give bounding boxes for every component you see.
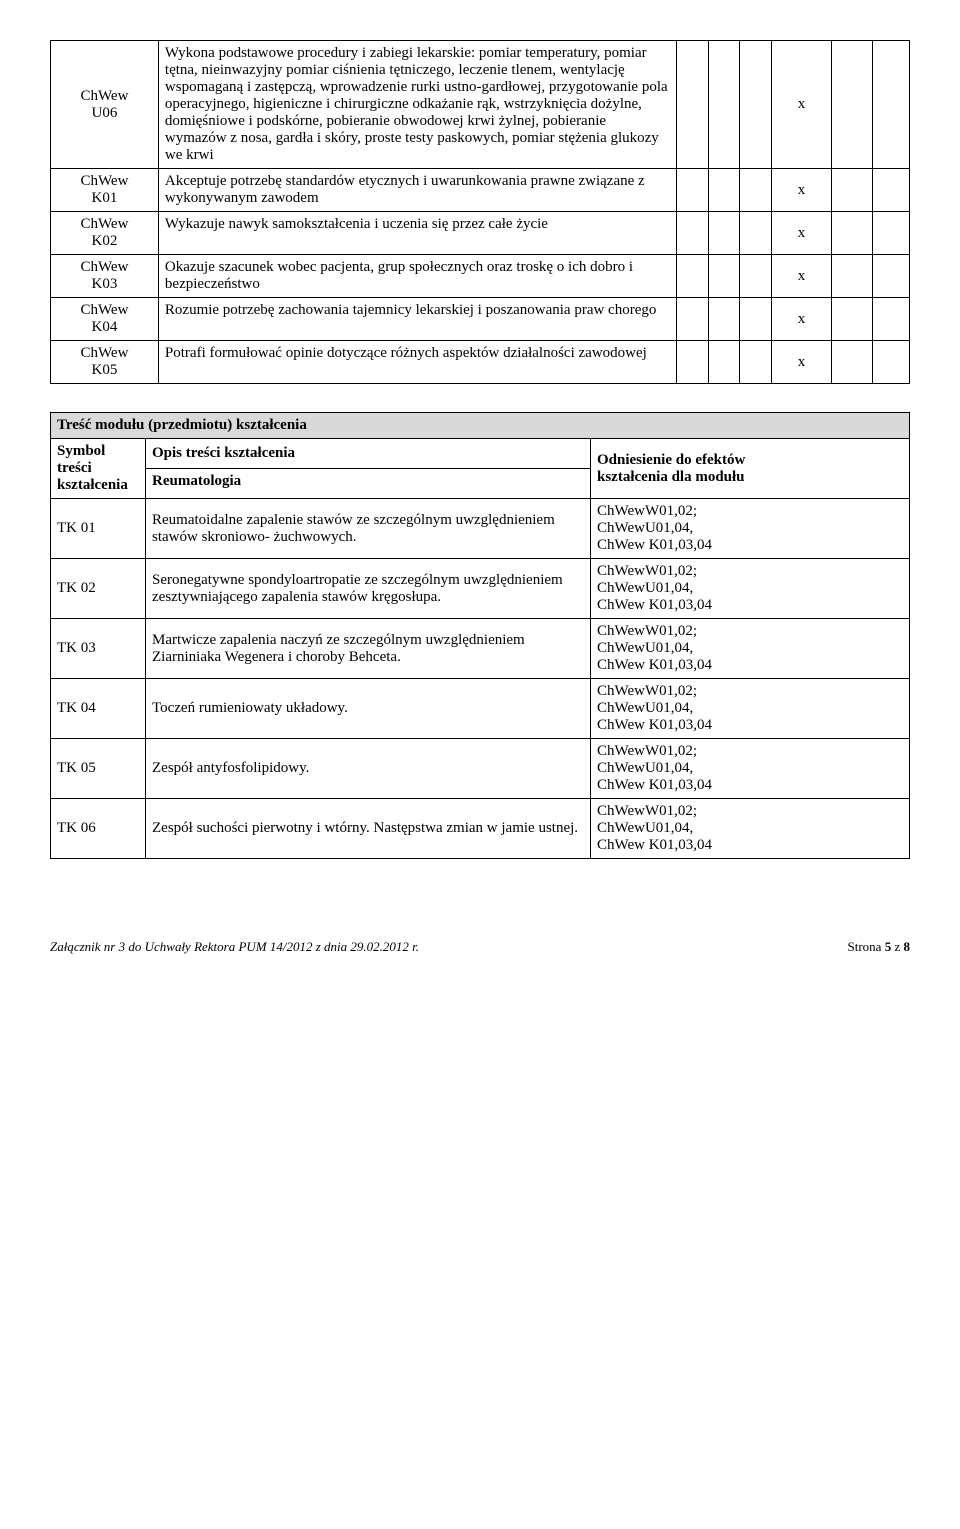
module-content-table: Treść modułu (przedmiotu) kształcenia Sy… [50, 412, 910, 859]
empty-cell [676, 341, 708, 384]
sub-header-reumatologia: Reumatologia [146, 469, 591, 499]
description-cell: Wykona podstawowe procedury i zabiegi le… [158, 41, 676, 169]
tk-cell: TK 03 [51, 619, 146, 679]
table-row: ChWewK03Okazuje szacunek wobec pacjenta,… [51, 255, 910, 298]
empty-cell [872, 169, 909, 212]
col-opis-header: Opis treści kształcenia [146, 439, 591, 469]
empty-cell [708, 169, 740, 212]
empty-cell [872, 341, 909, 384]
table-row: ChWewK02Wykazuje nawyk samokształcenia i… [51, 212, 910, 255]
empty-cell [740, 41, 772, 169]
empty-cell [832, 169, 872, 212]
ref-cell: ChWewW01,02;ChWewU01,04,ChWew K01,03,04 [591, 499, 910, 559]
opis-cell: Reumatoidalne zapalenie stawów ze szczeg… [146, 499, 591, 559]
empty-cell [676, 212, 708, 255]
empty-cell [872, 298, 909, 341]
empty-cell [676, 41, 708, 169]
x-cell: x [771, 255, 831, 298]
table-row: TK 03Martwicze zapalenia naczyń ze szcze… [51, 619, 910, 679]
empty-cell [708, 212, 740, 255]
code-cell: ChWewK05 [51, 341, 159, 384]
ref-cell: ChWewW01,02;ChWewU01,04,ChWew K01,03,04 [591, 739, 910, 799]
description-cell: Potrafi formułować opinie dotyczące różn… [158, 341, 676, 384]
x-cell: x [771, 212, 831, 255]
tk-cell: TK 04 [51, 679, 146, 739]
code-cell: ChWewK03 [51, 255, 159, 298]
code-cell: ChWewU06 [51, 41, 159, 169]
competency-table: ChWewU06Wykona podstawowe procedury i za… [50, 40, 910, 384]
opis-cell: Martwicze zapalenia naczyń ze szczególny… [146, 619, 591, 679]
table-row: ChWewK01Akceptuje potrzebę standardów et… [51, 169, 910, 212]
footer-left: Załącznik nr 3 do Uchwały Rektora PUM 14… [50, 939, 419, 955]
ref-cell: ChWewW01,02;ChWewU01,04,ChWew K01,03,04 [591, 619, 910, 679]
empty-cell [740, 169, 772, 212]
description-cell: Wykazuje nawyk samokształcenia i uczenia… [158, 212, 676, 255]
table-row: TK 01Reumatoidalne zapalenie stawów ze s… [51, 499, 910, 559]
empty-cell [832, 41, 872, 169]
empty-cell [708, 255, 740, 298]
opis-cell: Seronegatywne spondyloartropatie ze szcz… [146, 559, 591, 619]
tk-cell: TK 01 [51, 499, 146, 559]
table-row: TK 06Zespół suchości pierwotny i wtórny.… [51, 799, 910, 859]
empty-cell [740, 341, 772, 384]
table-row: TK 04Toczeń rumieniowaty układowy.ChWewW… [51, 679, 910, 739]
col-symbol-header: Symbol treści kształcenia [51, 439, 146, 499]
empty-cell [740, 298, 772, 341]
x-cell: x [771, 41, 831, 169]
ref-cell: ChWewW01,02;ChWewU01,04,ChWew K01,03,04 [591, 799, 910, 859]
code-cell: ChWewK01 [51, 169, 159, 212]
tk-cell: TK 06 [51, 799, 146, 859]
empty-cell [676, 169, 708, 212]
col-ref-header: Odniesienie do efektów kształcenia dla m… [591, 439, 910, 499]
empty-cell [708, 298, 740, 341]
table-row: ChWewU06Wykona podstawowe procedury i za… [51, 41, 910, 169]
code-cell: ChWewK02 [51, 212, 159, 255]
opis-cell: Zespół suchości pierwotny i wtórny. Nast… [146, 799, 591, 859]
x-cell: x [771, 298, 831, 341]
ref-cell: ChWewW01,02;ChWewU01,04,ChWew K01,03,04 [591, 559, 910, 619]
description-cell: Rozumie potrzebę zachowania tajemnicy le… [158, 298, 676, 341]
empty-cell [832, 298, 872, 341]
empty-cell [832, 212, 872, 255]
page-footer: Załącznik nr 3 do Uchwały Rektora PUM 14… [50, 939, 910, 955]
table-row: TK 05Zespół antyfosfolipidowy.ChWewW01,0… [51, 739, 910, 799]
empty-cell [740, 255, 772, 298]
tk-cell: TK 05 [51, 739, 146, 799]
empty-cell [676, 255, 708, 298]
empty-cell [832, 341, 872, 384]
footer-right: Strona 5 z 8 [848, 939, 910, 955]
table-row: ChWewK05Potrafi formułować opinie dotycz… [51, 341, 910, 384]
opis-cell: Zespół antyfosfolipidowy. [146, 739, 591, 799]
table-row: ChWewK04Rozumie potrzebę zachowania taje… [51, 298, 910, 341]
code-cell: ChWewK04 [51, 298, 159, 341]
empty-cell [872, 255, 909, 298]
tk-cell: TK 02 [51, 559, 146, 619]
x-cell: x [771, 169, 831, 212]
table-row: TK 02Seronegatywne spondyloartropatie ze… [51, 559, 910, 619]
empty-cell [872, 212, 909, 255]
empty-cell [708, 341, 740, 384]
ref-cell: ChWewW01,02;ChWewU01,04,ChWew K01,03,04 [591, 679, 910, 739]
opis-cell: Toczeń rumieniowaty układowy. [146, 679, 591, 739]
module-header: Treść modułu (przedmiotu) kształcenia [51, 413, 910, 439]
description-cell: Okazuje szacunek wobec pacjenta, grup sp… [158, 255, 676, 298]
empty-cell [872, 41, 909, 169]
x-cell: x [771, 341, 831, 384]
empty-cell [740, 212, 772, 255]
description-cell: Akceptuje potrzebę standardów etycznych … [158, 169, 676, 212]
empty-cell [708, 41, 740, 169]
empty-cell [832, 255, 872, 298]
empty-cell [676, 298, 708, 341]
